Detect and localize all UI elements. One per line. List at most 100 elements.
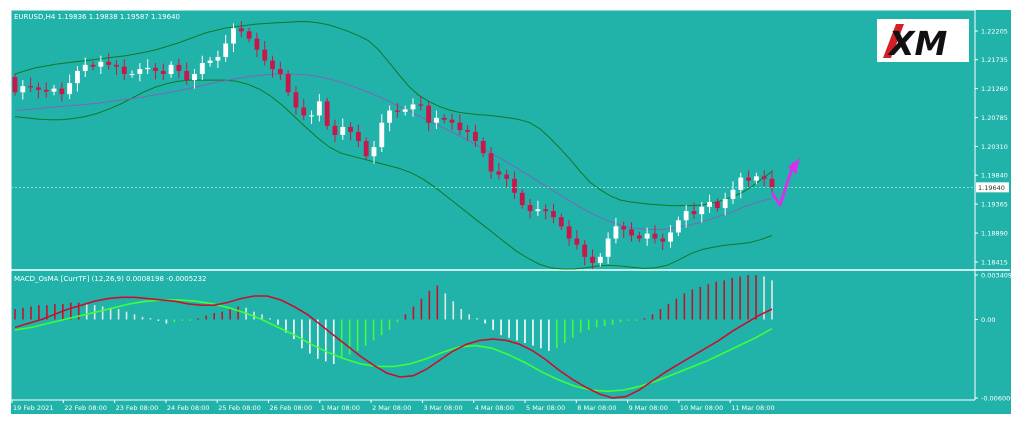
candle[interactable]	[20, 80, 26, 100]
candle[interactable]	[106, 53, 112, 70]
macd-panel[interactable]: 0.0034091 0.00 -0.0060094 19 Feb 2021 22 Feb…	[11, 272, 1019, 413]
candle[interactable]	[480, 137, 486, 157]
candle[interactable]	[207, 56, 213, 67]
candle[interactable]	[223, 34, 229, 62]
candle[interactable]	[215, 50, 221, 68]
candle[interactable]	[35, 82, 41, 99]
candle[interactable]	[246, 27, 252, 43]
candle[interactable]	[488, 147, 494, 179]
candle[interactable]	[644, 227, 650, 246]
candle[interactable]	[519, 189, 525, 209]
candle[interactable]	[465, 125, 471, 141]
candle[interactable]	[691, 202, 697, 220]
candle[interactable]	[746, 170, 752, 187]
candle[interactable]	[566, 220, 572, 246]
candle[interactable]	[707, 194, 712, 213]
candle[interactable]	[114, 59, 119, 76]
candle[interactable]	[441, 114, 447, 124]
candle[interactable]	[387, 105, 393, 132]
candle[interactable]	[613, 217, 619, 244]
candle[interactable]	[714, 198, 720, 212]
candle[interactable]	[363, 137, 369, 160]
candle[interactable]	[192, 69, 197, 89]
candle[interactable]	[90, 61, 96, 71]
candle[interactable]	[668, 225, 673, 248]
candle[interactable]	[473, 124, 478, 148]
candle[interactable]	[270, 55, 275, 78]
candle[interactable]	[761, 170, 767, 187]
candle[interactable]	[43, 82, 49, 98]
candle[interactable]	[449, 113, 455, 131]
candle[interactable]	[629, 222, 634, 242]
candle[interactable]	[316, 94, 322, 122]
candle[interactable]	[238, 20, 244, 38]
candle[interactable]	[348, 122, 353, 141]
candle[interactable]	[636, 231, 642, 243]
candle[interactable]	[176, 58, 182, 79]
candle[interactable]	[199, 55, 205, 81]
candle[interactable]	[75, 66, 80, 92]
candle[interactable]	[59, 82, 65, 102]
candle[interactable]	[28, 77, 34, 93]
candle[interactable]	[535, 200, 541, 216]
candle[interactable]	[558, 213, 564, 230]
candle[interactable]	[769, 170, 775, 193]
candle[interactable]	[699, 201, 705, 223]
candle[interactable]	[621, 221, 627, 238]
candle[interactable]	[51, 84, 57, 96]
candle[interactable]	[574, 229, 580, 250]
candle[interactable]	[582, 239, 588, 266]
candle[interactable]	[551, 203, 556, 224]
candle[interactable]	[98, 55, 104, 74]
candle[interactable]	[652, 225, 658, 244]
candle[interactable]	[496, 162, 502, 180]
candle[interactable]	[168, 61, 174, 78]
candle[interactable]	[324, 97, 330, 130]
candle[interactable]	[340, 118, 346, 140]
candle[interactable]	[379, 114, 385, 152]
candle[interactable]	[753, 172, 759, 185]
candle[interactable]	[543, 204, 549, 220]
candle[interactable]	[738, 172, 744, 199]
candle[interactable]	[675, 216, 681, 237]
candle[interactable]	[137, 63, 143, 82]
candle[interactable]	[309, 110, 314, 124]
candle[interactable]	[277, 61, 283, 81]
candle[interactable]	[457, 114, 463, 135]
candle[interactable]	[418, 95, 424, 111]
candle[interactable]	[231, 23, 236, 53]
candle[interactable]	[660, 233, 666, 251]
candle[interactable]	[355, 124, 361, 148]
candle[interactable]	[145, 59, 151, 74]
candle[interactable]	[129, 70, 135, 78]
candle[interactable]	[730, 181, 736, 204]
candle[interactable]	[293, 86, 299, 115]
candle[interactable]	[371, 141, 377, 164]
candle[interactable]	[527, 198, 533, 219]
candle[interactable]	[504, 169, 510, 188]
candle[interactable]	[82, 57, 88, 78]
candle[interactable]	[12, 73, 18, 96]
candle[interactable]	[285, 70, 291, 96]
candle[interactable]	[683, 205, 689, 228]
candle[interactable]	[67, 74, 73, 99]
candle[interactable]	[426, 100, 432, 132]
candle[interactable]	[254, 32, 260, 57]
candle[interactable]	[301, 98, 307, 121]
candle[interactable]	[160, 63, 166, 81]
candle[interactable]	[512, 171, 517, 199]
candle[interactable]	[184, 62, 190, 85]
candle[interactable]	[153, 63, 158, 80]
candle[interactable]	[402, 105, 408, 116]
candle[interactable]	[121, 59, 127, 81]
candle[interactable]	[394, 103, 400, 118]
candle[interactable]	[434, 110, 439, 129]
candle[interactable]	[332, 119, 338, 143]
candle[interactable]	[590, 249, 595, 269]
candle[interactable]	[722, 192, 728, 216]
candle[interactable]	[605, 232, 611, 265]
candle[interactable]	[597, 253, 603, 267]
candle[interactable]	[410, 98, 416, 117]
